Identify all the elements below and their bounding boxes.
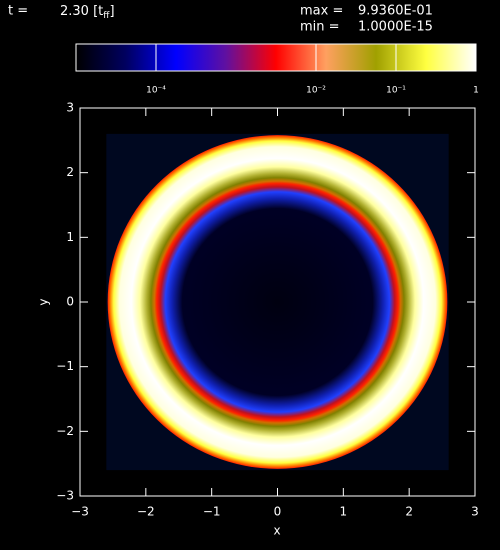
x-tick-label: −3 <box>71 505 89 519</box>
time-unit: [t <box>93 4 103 19</box>
density-image <box>107 135 448 469</box>
colorbar-tick-label: 10⁻⁴ <box>146 86 166 96</box>
time-value: 2.30 [tff] <box>60 4 115 21</box>
time-unit-sub: ff <box>103 11 110 21</box>
colorbar-tick-label: 1 <box>473 86 479 96</box>
y-tick-label: 1 <box>66 230 74 244</box>
max-label: max = <box>300 4 343 19</box>
time-label: t = <box>8 4 28 19</box>
x-tick-label: 1 <box>340 505 348 519</box>
x-tick-label: 3 <box>471 505 479 519</box>
time-number: 2.30 <box>60 4 89 19</box>
y-tick-label: −1 <box>56 359 74 373</box>
max-value: 9.9360E-01 <box>358 4 433 19</box>
x-axis-label: x <box>273 524 280 538</box>
x-tick-label: −2 <box>137 505 155 519</box>
time-unit-end: ] <box>109 4 114 19</box>
y-tick-label: 3 <box>66 101 74 115</box>
colorbar-tick-label: 10⁻¹ <box>386 86 406 96</box>
colorbar-tick-label: 10⁻² <box>306 86 326 96</box>
x-tick-label: 2 <box>405 505 413 519</box>
y-tick-label: 2 <box>66 165 74 179</box>
colorbar <box>75 43 477 72</box>
min-label: min = <box>300 20 340 35</box>
min-value: 1.0000E-15 <box>358 20 433 35</box>
x-tick-label: 0 <box>274 505 282 519</box>
x-tick-label: −1 <box>203 505 221 519</box>
y-tick-label: 0 <box>66 295 74 309</box>
y-tick-label: −3 <box>56 489 74 503</box>
y-tick-label: −2 <box>56 424 74 438</box>
y-axis-label: y <box>37 298 51 305</box>
